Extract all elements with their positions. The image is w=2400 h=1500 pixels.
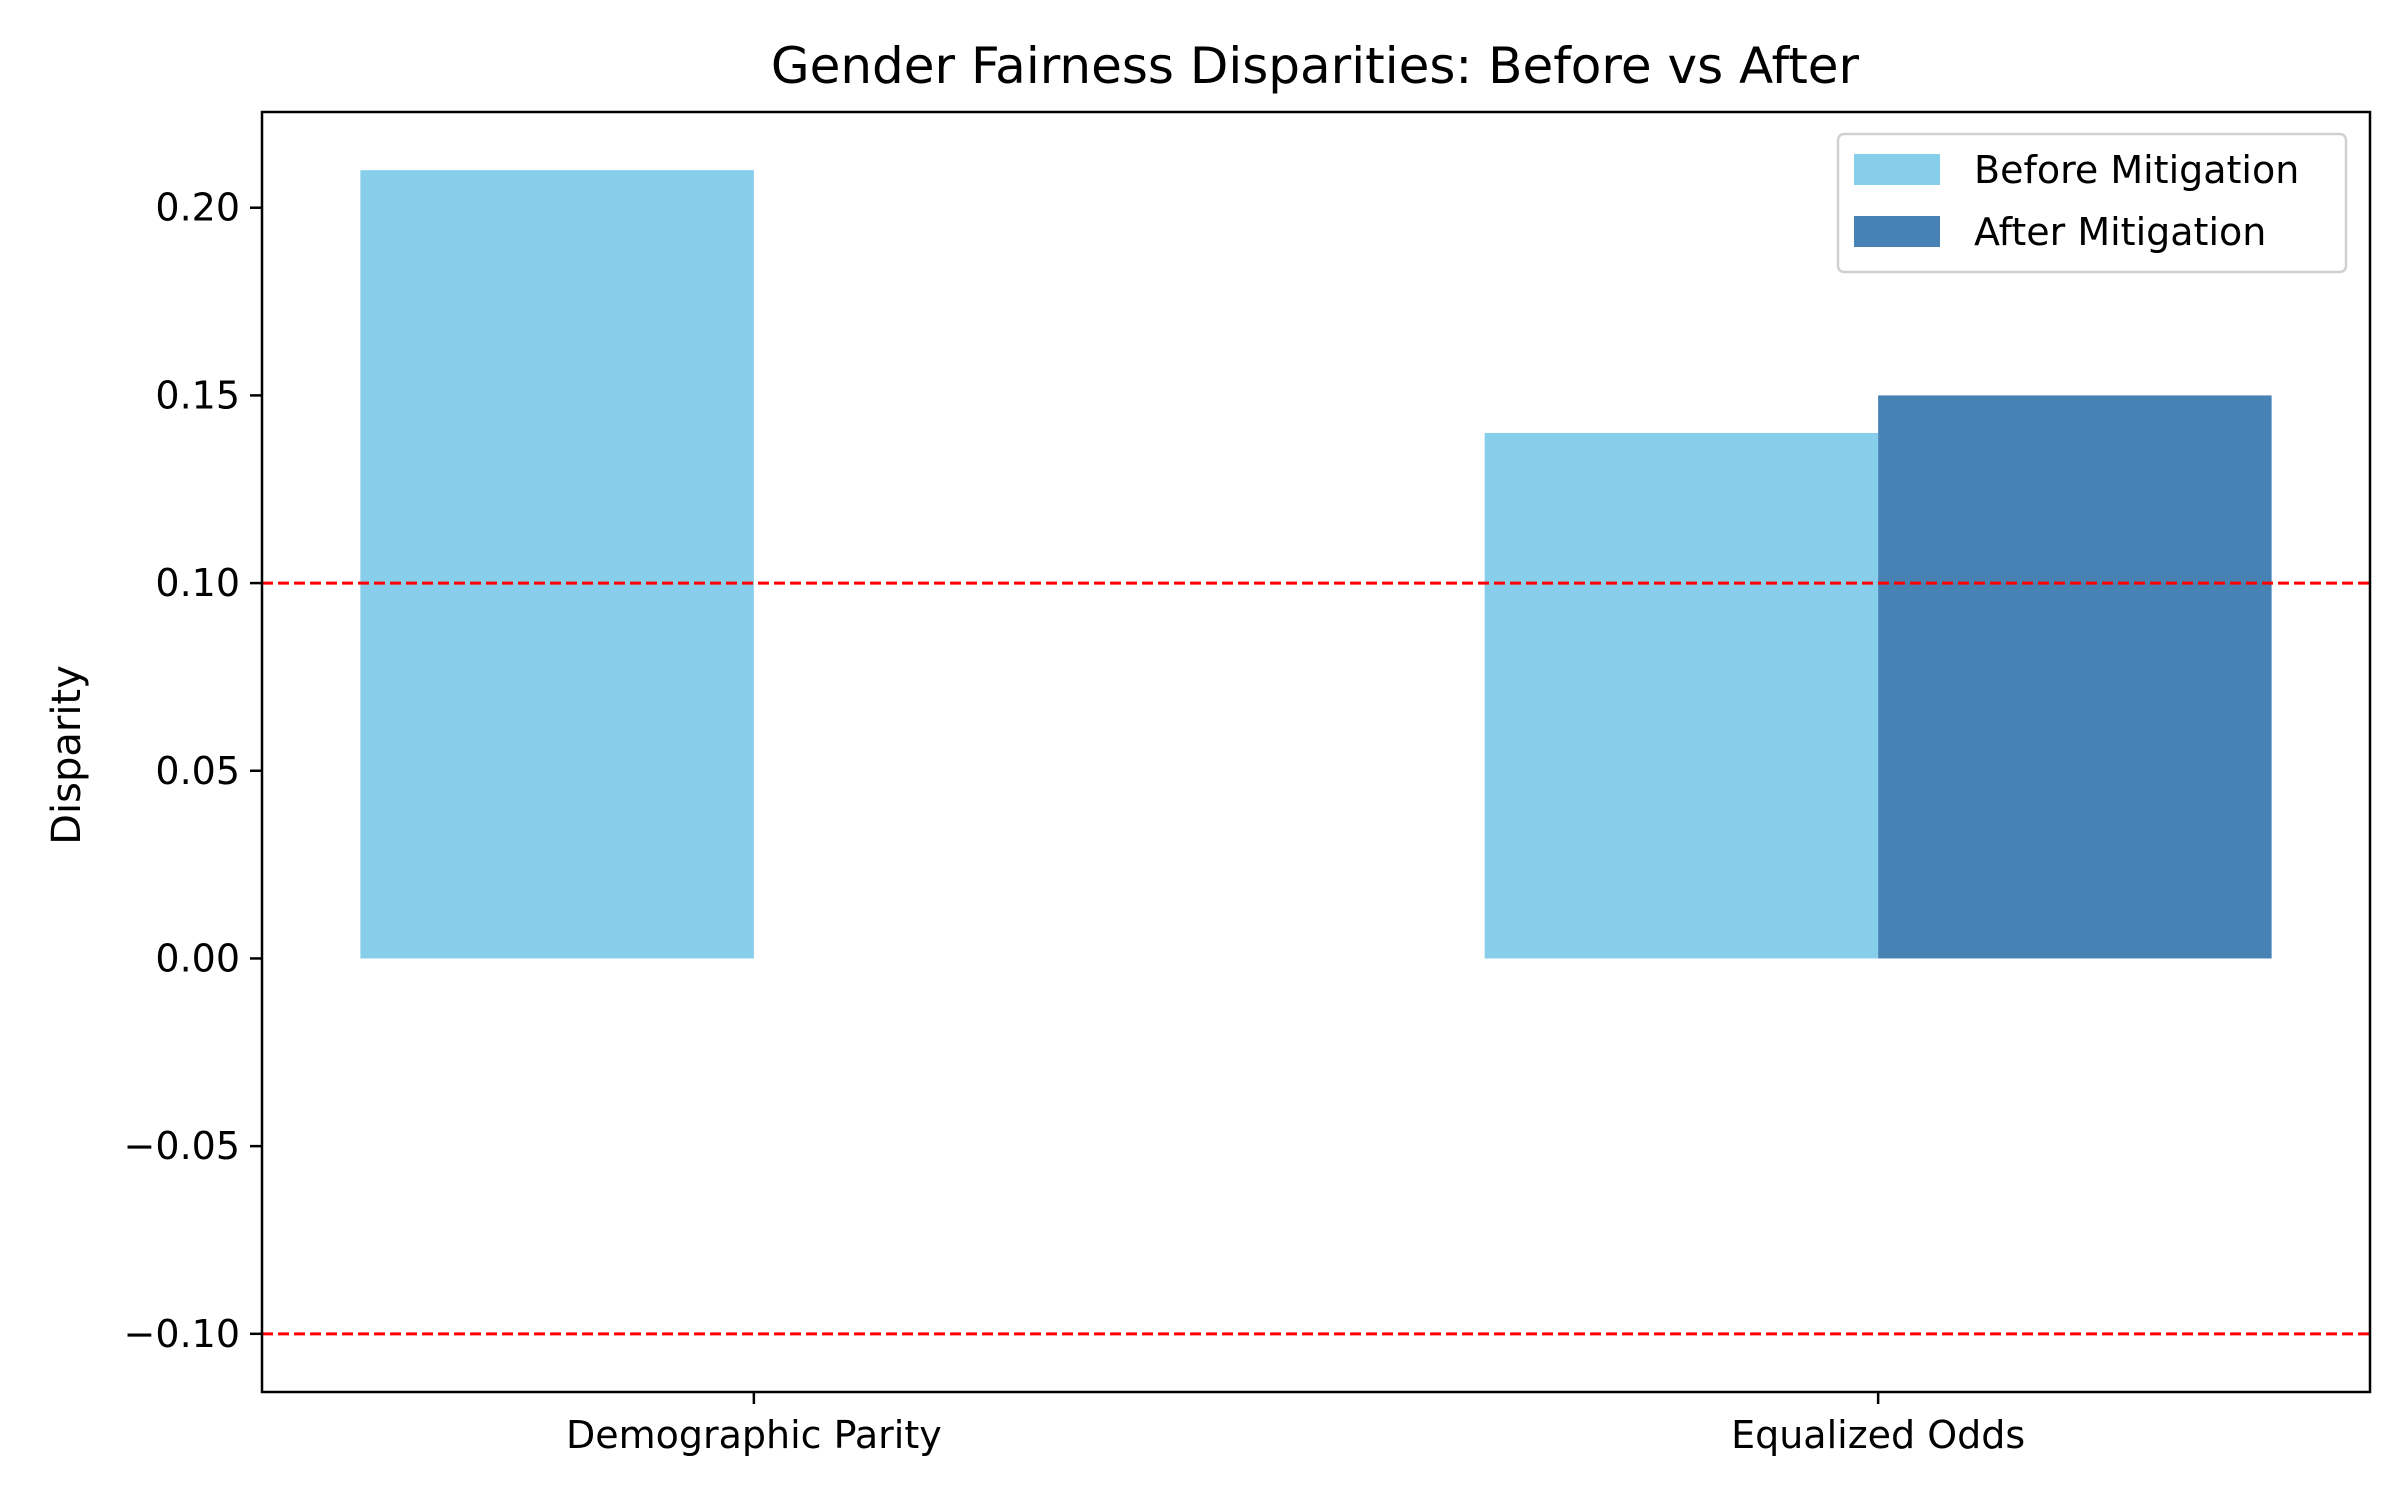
plot-area bbox=[262, 170, 2370, 1336]
bar-after-1 bbox=[1878, 395, 2272, 959]
y-tick-label: 0.00 bbox=[155, 936, 240, 980]
y-tick-label: −0.05 bbox=[124, 1124, 240, 1168]
y-tick-label: −0.10 bbox=[124, 1312, 240, 1356]
y-tick-label: 0.20 bbox=[155, 186, 240, 230]
x-axis: Demographic Parity Equalized Odds bbox=[566, 1392, 2025, 1457]
y-axis: −0.10 −0.05 0.00 0.05 0.10 0.15 0.20 bbox=[124, 186, 262, 1356]
chart-title: Gender Fairness Disparities: Before vs A… bbox=[771, 37, 1860, 95]
legend-swatch-before bbox=[1854, 154, 1940, 185]
bar-before-0 bbox=[360, 170, 754, 959]
legend: Before Mitigation After Mitigation bbox=[1836, 132, 2348, 274]
legend-swatch-after bbox=[1854, 216, 1940, 247]
y-tick-label: 0.10 bbox=[155, 561, 240, 605]
x-tick-label: Equalized Odds bbox=[1731, 1413, 2025, 1457]
y-tick-label: 0.15 bbox=[155, 373, 240, 417]
y-tick-label: 0.05 bbox=[155, 749, 240, 793]
legend-label-before: Before Mitigation bbox=[1974, 148, 2299, 192]
legend-frame bbox=[1836, 132, 2348, 274]
bar-before-1 bbox=[1484, 432, 1879, 959]
x-tick-label: Demographic Parity bbox=[566, 1413, 942, 1457]
plot-frame bbox=[260, 110, 2372, 1394]
legend-label-after: After Mitigation bbox=[1974, 210, 2266, 254]
y-axis-label: Disparity bbox=[44, 665, 90, 845]
